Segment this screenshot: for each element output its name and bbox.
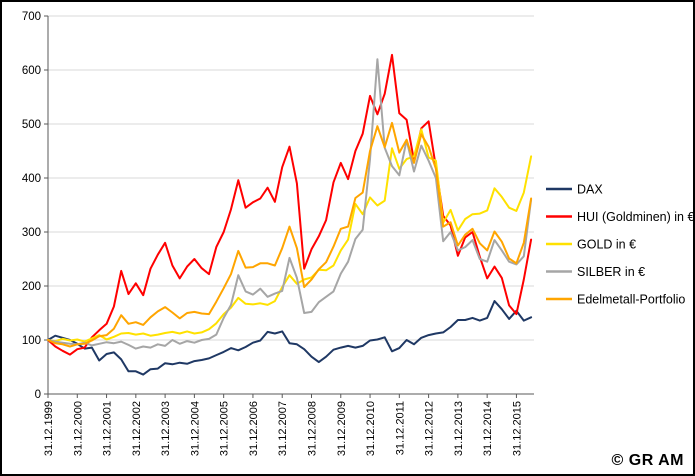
y-tick-label: 200 xyxy=(22,281,41,293)
legend-item-edelmetall-portfolio: Edelmetall-Portfolio xyxy=(546,293,685,307)
y-tick-label: 100 xyxy=(22,335,41,347)
y-tick-label: 0 xyxy=(35,389,41,401)
x-tick-label: 31.12.1999 xyxy=(43,401,55,456)
series-line-edelmetall-portfolio xyxy=(47,121,533,348)
y-tick-label: 700 xyxy=(22,11,41,23)
x-tick-label: 31.12.2009 xyxy=(336,401,348,456)
x-tick-label: 31.12.2002 xyxy=(131,401,143,456)
x-tick-label: 31.12.2001 xyxy=(102,401,114,456)
legend-label: Edelmetall-Portfolio xyxy=(577,293,685,307)
x-tick-label: 31.12.2015 xyxy=(511,401,523,456)
x-tick-label: 31.12.2005 xyxy=(219,401,231,456)
y-tick-label: 500 xyxy=(22,119,41,131)
legend-label: HUI (Goldminen) in € xyxy=(577,210,694,224)
series-line-gold-in xyxy=(47,128,533,343)
x-tick-label: 31.12.2012 xyxy=(424,401,436,456)
series-line-silber-in xyxy=(47,58,533,350)
series-line-hui-goldminen-in xyxy=(47,53,533,356)
x-tick-label: 31.12.2006 xyxy=(248,401,260,456)
x-tick-label: 31.12.2014 xyxy=(482,401,494,456)
x-tick-label: 31.12.2000 xyxy=(72,401,84,456)
x-tick-label: 31.12.2007 xyxy=(277,401,289,456)
x-tick-label: 31.12.2013 xyxy=(453,401,465,456)
legend-label: GOLD in € xyxy=(577,238,636,252)
legend-item-dax: DAX xyxy=(546,183,603,197)
series-line-dax xyxy=(47,300,533,376)
x-tick-label: 31.12.2011 xyxy=(394,401,406,455)
legend-item-hui-goldminen-in: HUI (Goldminen) in € xyxy=(546,210,694,224)
legend-label: SILBER in € xyxy=(577,265,645,279)
y-tick-label: 600 xyxy=(22,65,41,77)
x-tick-label: 31.12.2010 xyxy=(365,401,377,456)
y-tick-label: 300 xyxy=(22,227,41,239)
x-tick-label: 31.12.2004 xyxy=(189,401,201,456)
legend: DAX HUI (Goldminen) in € GOLD in € SILBER i… xyxy=(546,183,694,307)
x-tick-label: 31.12.2003 xyxy=(160,401,172,456)
x-tick-label: 31.12.2008 xyxy=(306,401,318,456)
legend-item-gold-in: GOLD in € xyxy=(546,238,636,252)
y-tick-label: 400 xyxy=(22,173,41,185)
copyright-watermark: © GR AM xyxy=(611,452,684,469)
legend-label: DAX xyxy=(577,183,603,197)
legend-item-silber-in: SILBER in € xyxy=(546,265,645,279)
